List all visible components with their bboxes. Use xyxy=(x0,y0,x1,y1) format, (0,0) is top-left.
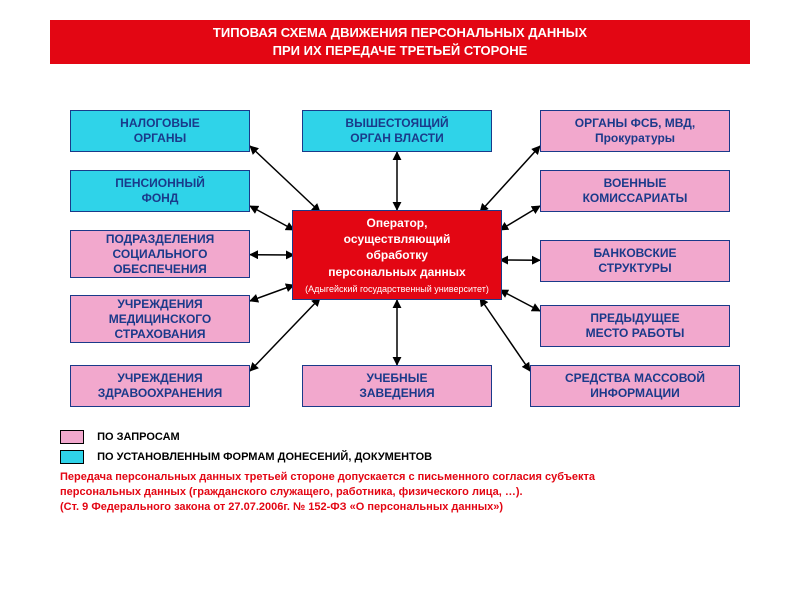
node-health: УЧРЕЖДЕНИЯЗДРАВООХРАНЕНИЯ xyxy=(70,365,250,407)
node-prevjob: ПРЕДЫДУЩЕЕМЕСТО РАБОТЫ xyxy=(540,305,730,347)
swatch-pink xyxy=(60,430,84,444)
title-bar: ТИПОВАЯ СХЕМА ДВИЖЕНИЯ ПЕРСОНАЛЬНЫХ ДАНН… xyxy=(50,20,750,64)
node-social: ПОДРАЗДЕЛЕНИЯСОЦИАЛЬНОГООБЕСПЕЧЕНИЯ xyxy=(70,230,250,278)
node-military: ВОЕННЫЕКОМИССАРИАТЫ xyxy=(540,170,730,212)
node-bank: БАНКОВСКИЕСТРУКТУРЫ xyxy=(540,240,730,282)
arrow-prevjob xyxy=(500,290,540,311)
arrow-media xyxy=(480,298,530,371)
node-fsb: ОРГАНЫ ФСБ, МВД,Прокуратуры xyxy=(540,110,730,152)
arrow-military xyxy=(500,206,540,230)
arrow-health xyxy=(250,298,320,371)
arrow-tax xyxy=(250,146,320,212)
arrow-medins xyxy=(250,285,294,301)
node-edu: УЧЕБНЫЕЗАВЕДЕНИЯ xyxy=(302,365,492,407)
diagram-area: Оператор,осуществляющийобработкуперсонал… xyxy=(50,90,750,460)
center-node-operator: Оператор,осуществляющийобработкуперсонал… xyxy=(292,210,502,300)
arrow-pension xyxy=(250,206,294,230)
legend: ПО ЗАПРОСАМ ПО УСТАНОВЛЕННЫМ ФОРМАМ ДОНЕ… xyxy=(60,430,595,515)
node-tax: НАЛОГОВЫЕОРГАНЫ xyxy=(70,110,250,152)
legend-label-forms: ПО УСТАНОВЛЕННЫМ ФОРМАМ ДОНЕСЕНИЙ, ДОКУМ… xyxy=(97,451,432,463)
footnote-line-2: персональных данных (гражданского служащ… xyxy=(60,485,595,500)
footnote-line-1: Передача персональных данных третьей сто… xyxy=(60,470,595,485)
footnote: Передача персональных данных третьей сто… xyxy=(60,470,595,515)
legend-row-requests: ПО ЗАПРОСАМ xyxy=(60,430,595,444)
footnote-line-3: (Ст. 9 Федерального закона от 27.07.2006… xyxy=(60,500,595,515)
node-medins: УЧРЕЖДЕНИЯМЕДИЦИНСКОГОСТРАХОВАНИЯ xyxy=(70,295,250,343)
legend-row-forms: ПО УСТАНОВЛЕННЫМ ФОРМАМ ДОНЕСЕНИЙ, ДОКУМ… xyxy=(60,450,595,464)
node-media: СРЕДСТВА МАССОВОЙИНФОРМАЦИИ xyxy=(530,365,740,407)
swatch-cyan xyxy=(60,450,84,464)
arrow-fsb xyxy=(480,146,540,212)
title-line-2: ПРИ ИХ ПЕРЕДАЧЕ ТРЕТЬЕЙ СТОРОНЕ xyxy=(58,42,742,60)
legend-label-requests: ПО ЗАПРОСАМ xyxy=(97,431,180,443)
node-pension: ПЕНСИОННЫЙФОНД xyxy=(70,170,250,212)
node-higher: ВЫШЕСТОЯЩИЙОРГАН ВЛАСТИ xyxy=(302,110,492,152)
title-line-1: ТИПОВАЯ СХЕМА ДВИЖЕНИЯ ПЕРСОНАЛЬНЫХ ДАНН… xyxy=(58,24,742,42)
